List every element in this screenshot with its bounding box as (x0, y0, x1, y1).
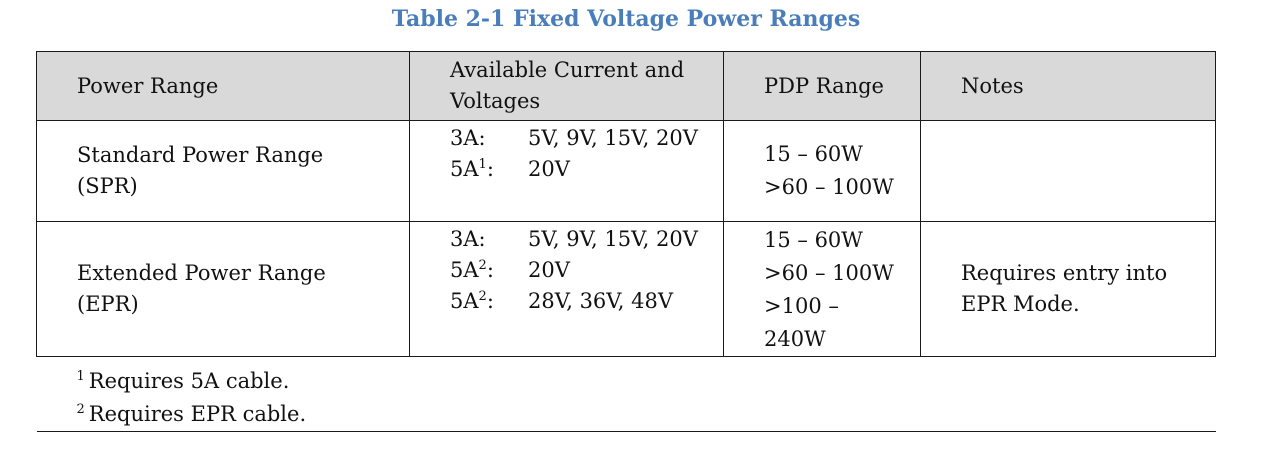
cell-power-range: Extended Power Range (EPR) (36, 221, 410, 357)
header-pdp-range: PDP Range (723, 51, 921, 121)
amp-label: 5A (450, 157, 479, 181)
voltage-entry: 3A: 5V, 9V, 15V, 20V (450, 227, 698, 251)
footnote: 1 Requires 5A cable. (77, 365, 1216, 398)
table-row-epr: Extended Power Range (EPR) 3A: 5V, 9V, 15… (36, 221, 1216, 357)
footnote-mark: 1 (76, 369, 85, 384)
power-range-name: Extended Power Range (77, 261, 326, 285)
cell-pdp-range: 15 – 60W >60 – 100W >100 – 240W (723, 221, 921, 357)
footnote-text: Requires EPR cable. (88, 402, 307, 426)
footnote-text: Requires 5A cable. (88, 369, 290, 393)
amp-label: 3A (450, 126, 479, 150)
cell-power-range: Standard Power Range (SPR) (36, 120, 410, 222)
voltage-entry: 3A: 5V, 9V, 15V, 20V (450, 126, 698, 150)
table-row-spr: Standard Power Range (SPR) 3A: 5V, 9V, 15… (36, 120, 1216, 222)
cell-pdp-range: 15 – 60W >60 – 100W (723, 120, 921, 222)
amp-label: 3A (450, 227, 479, 251)
footnote-ref: 2 (478, 258, 487, 273)
cell-current-voltages: 3A: 5V, 9V, 15V, 20V 5A1: 20V (409, 120, 724, 222)
cell-current-voltages: 3A: 5V, 9V, 15V, 20V 5A2: 20V 5A2: 28V, 36V… (409, 221, 724, 357)
pdp-value: >100 – 240W (764, 294, 839, 351)
header-power-range: Power Range (36, 51, 410, 121)
header-current-voltages: Available Current and Voltages (409, 51, 724, 121)
cell-notes: Requires entry into EPR Mode. (920, 221, 1216, 357)
power-range-abbrev: (EPR) (77, 292, 139, 316)
pdp-value: 15 – 60W (764, 228, 863, 252)
fixed-voltage-power-ranges-table: Power Range Available Current and Voltag… (36, 51, 1216, 432)
volt-values: 5V, 9V, 15V, 20V (528, 227, 698, 251)
pdp-value: >60 – 100W (764, 261, 894, 285)
header-current-voltages-label: Available Current and Voltages (450, 58, 685, 113)
amp-label: 5A (450, 258, 479, 282)
pdp-value: >60 – 100W (764, 175, 894, 199)
power-range-abbrev: (SPR) (77, 174, 138, 198)
pdp-value: 15 – 60W (764, 142, 863, 166)
notes-text: Requires entry into EPR Mode. (961, 261, 1168, 316)
header-notes: Notes (920, 51, 1216, 121)
footnote-ref: 1 (478, 157, 487, 172)
footnotes-row: 1 Requires 5A cable. 2 Requires EPR cable. (36, 356, 1216, 432)
voltage-entry: 5A1: 20V (450, 157, 570, 181)
table-caption: Table 2-1 Fixed Voltage Power Ranges (391, 6, 861, 32)
table-header-row: Power Range Available Current and Voltag… (36, 51, 1216, 121)
footnote: 2 Requires EPR cable. (77, 398, 1216, 431)
volt-values: 5V, 9V, 15V, 20V (528, 126, 698, 150)
footnote-ref: 2 (478, 289, 487, 304)
amp-label: 5A (450, 289, 479, 313)
footnotes-cell: 1 Requires 5A cable. 2 Requires EPR cable. (36, 356, 1216, 432)
cell-notes (920, 120, 1216, 222)
volt-values: 20V (528, 157, 570, 181)
voltage-entry: 5A2: 20V (450, 258, 570, 282)
voltage-entry: 5A2: 28V, 36V, 48V (450, 289, 674, 313)
volt-values: 28V, 36V, 48V (528, 289, 674, 313)
volt-values: 20V (528, 258, 570, 282)
footnote-mark: 2 (76, 402, 85, 417)
power-range-name: Standard Power Range (77, 143, 324, 167)
